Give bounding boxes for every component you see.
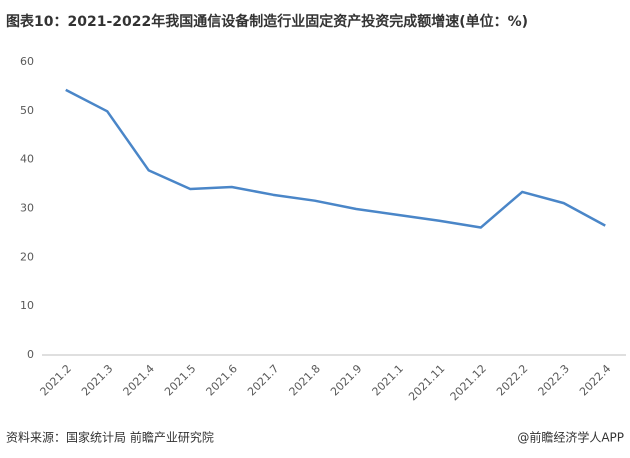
chart-title: 图表10：2021-2022年我国通信设备制造行业固定资产投资完成额增速(单位：… [6, 13, 528, 30]
line [65, 88, 606, 229]
x-tick-label: 2021.11 [406, 362, 447, 403]
x-tick-label: 2021.9 [328, 362, 364, 398]
x-tick-label: 2021.5 [162, 362, 198, 398]
credit: @前瞻经济学人APP [517, 430, 624, 445]
x-tick-label: 2021.12 [448, 362, 489, 403]
x-tick-label: 2022.4 [577, 362, 613, 398]
x-tick-label: 2022.2 [494, 362, 530, 398]
x-tick-label: 2021.4 [121, 362, 157, 398]
x-tick-label: 2021.7 [245, 362, 281, 398]
x-tick-label: 2022.3 [536, 362, 572, 398]
y-tick-label: 20 [20, 250, 34, 263]
source: 资料来源：国家统计局 前瞻产业研究院 [6, 430, 214, 445]
y-tick-label: 0 [27, 348, 34, 361]
x-tick-label: 2021.3 [79, 362, 115, 398]
x-tick-label: 2021.8 [287, 362, 323, 398]
y-tick-label: 30 [20, 202, 34, 215]
y-tick-label: 50 [20, 104, 34, 117]
x-tick-label: 2021.6 [204, 362, 240, 398]
y-tick-label: 60 [20, 55, 34, 68]
x-tick-label: 2021.2 [38, 362, 74, 398]
y-tick-label: 40 [20, 153, 34, 166]
x-tick-label: 2021.1 [370, 362, 406, 398]
y-tick-label: 10 [20, 299, 34, 312]
